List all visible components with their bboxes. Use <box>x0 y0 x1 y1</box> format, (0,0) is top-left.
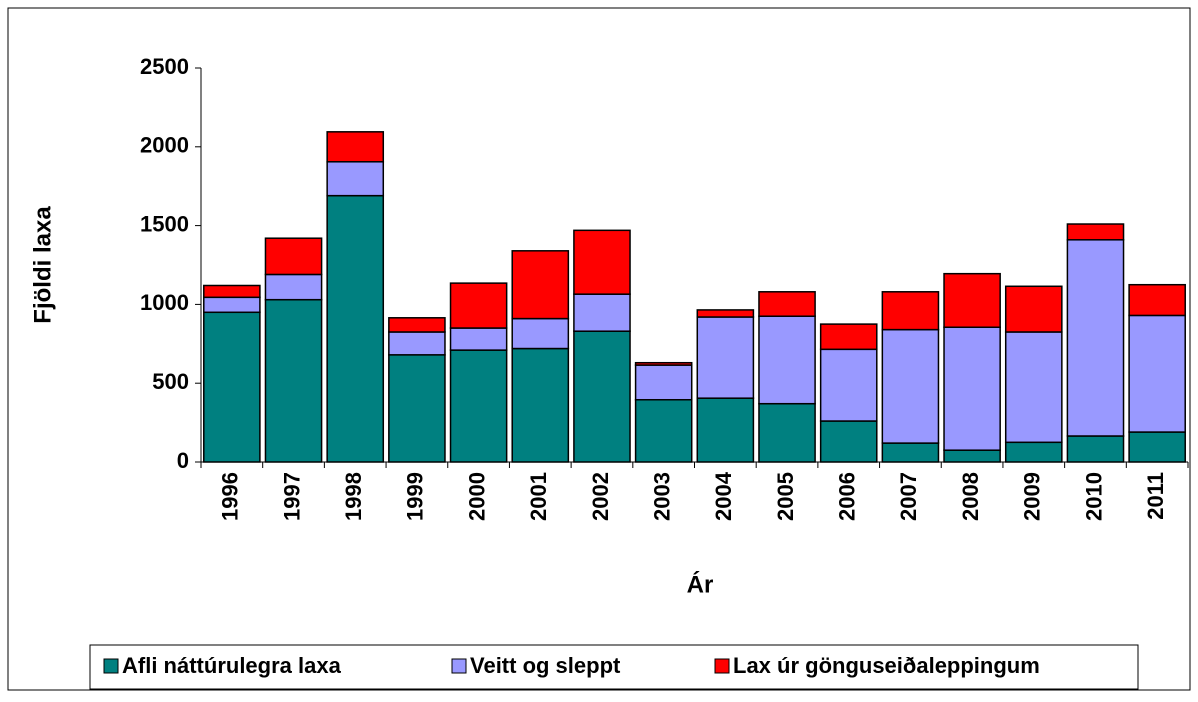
x-tick-label: 2007 <box>896 472 921 521</box>
bar-segment <box>1004 441 1063 463</box>
bar-segment <box>573 229 631 295</box>
bar-segment <box>511 317 570 350</box>
bar-segment <box>1004 331 1063 444</box>
bar-segment <box>696 309 755 318</box>
bar-segment <box>326 161 385 197</box>
x-tick-label: 2011 <box>1143 472 1168 520</box>
y-tick-label: 0 <box>177 448 189 473</box>
bar-segment <box>819 348 878 422</box>
x-tick-label: 2009 <box>1020 472 1045 521</box>
bar-segment <box>203 311 261 463</box>
legend: Afli náttúrulegra laxa Veitt og sleppt Lax… <box>103 653 1040 678</box>
x-tick-label: 1999 <box>403 472 428 521</box>
bar-segment <box>326 131 385 163</box>
bar-segment <box>1128 431 1186 463</box>
x-tick-label: 2002 <box>588 472 613 521</box>
bar-segment <box>1004 285 1063 333</box>
x-axis-label: Ár <box>687 570 714 598</box>
y-tick-label: 2500 <box>140 54 189 79</box>
x-tick-label: 1997 <box>279 472 304 521</box>
bar-segment <box>449 282 508 329</box>
bar-segment <box>264 273 323 301</box>
bar-segment <box>758 402 816 463</box>
bar-segment <box>326 194 385 463</box>
bar-segment <box>449 349 508 463</box>
legend-label: Afli náttúrulegra laxa <box>122 653 342 678</box>
bar-segment <box>1066 435 1125 463</box>
legend-box <box>89 644 1139 690</box>
x-tick-label: 2003 <box>649 472 674 521</box>
bar-segment <box>758 315 816 405</box>
bar-segment <box>943 449 1001 463</box>
x-tick-label: 2008 <box>958 472 983 521</box>
x-tick-label: 2004 <box>711 471 736 521</box>
bar-segment <box>634 398 693 463</box>
bar-segment <box>388 354 446 463</box>
bar-segment <box>203 284 261 299</box>
bar-segment <box>696 316 755 399</box>
bar-segment <box>1128 314 1186 433</box>
bar-segment <box>881 442 940 463</box>
legend-label: Lax úr gönguseiðaleppingum <box>733 653 1040 678</box>
bar-segment <box>388 331 446 356</box>
bar-segment <box>881 291 940 331</box>
legend-swatch <box>103 658 119 674</box>
bar-segment <box>573 293 631 332</box>
y-tick-label: 1500 <box>140 211 189 236</box>
bar-segment <box>634 364 693 401</box>
bar-segment <box>573 330 631 463</box>
bar-segment <box>511 347 570 463</box>
bar-segment <box>819 323 878 351</box>
x-tick-label: 2000 <box>464 472 489 521</box>
x-tick-label: 2006 <box>835 472 860 521</box>
bar-segment <box>758 291 816 317</box>
bar-segment <box>696 397 755 463</box>
bar-segment <box>388 317 446 333</box>
x-tick-label: 2010 <box>1081 472 1106 521</box>
x-tick-label: 1996 <box>218 472 243 521</box>
bar-segment <box>943 272 1001 329</box>
y-tick-label: 500 <box>152 369 189 394</box>
bar-segment <box>511 250 570 320</box>
bar-segment <box>634 361 693 366</box>
bar-segment <box>449 327 508 351</box>
legend-swatch <box>451 658 467 674</box>
bar-segment <box>264 298 323 463</box>
y-axis-label: Fjöldi laxa <box>29 206 56 324</box>
legend-swatch <box>714 658 730 674</box>
bar-segment <box>1128 283 1186 317</box>
bar-segment <box>264 237 323 276</box>
bar-segment <box>1066 223 1125 241</box>
bar-segment <box>943 326 1001 451</box>
bar-segment <box>1066 239 1125 437</box>
x-tick-label: 1998 <box>341 472 366 521</box>
y-tick-label: 2000 <box>140 133 189 158</box>
legend-label: Veitt og sleppt <box>470 653 621 678</box>
y-tick-label: 1000 <box>140 290 189 315</box>
bar-segment <box>819 420 878 463</box>
bar-segment <box>203 296 261 314</box>
x-tick-label: 2005 <box>773 472 798 521</box>
x-tick-label: 2001 <box>526 472 551 521</box>
bar-segment <box>881 328 940 444</box>
